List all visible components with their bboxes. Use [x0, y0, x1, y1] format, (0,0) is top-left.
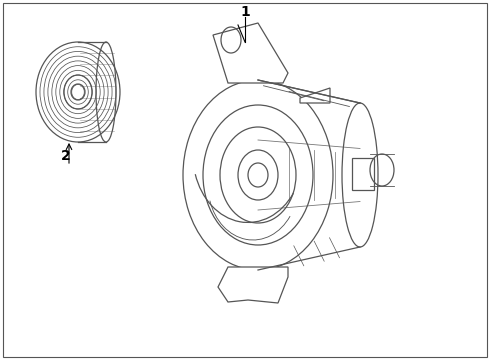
Text: 1: 1 [240, 5, 250, 19]
Polygon shape [213, 23, 288, 83]
Polygon shape [218, 267, 288, 303]
Polygon shape [300, 88, 330, 103]
Text: 2: 2 [61, 149, 71, 163]
Bar [352, 158, 374, 190]
